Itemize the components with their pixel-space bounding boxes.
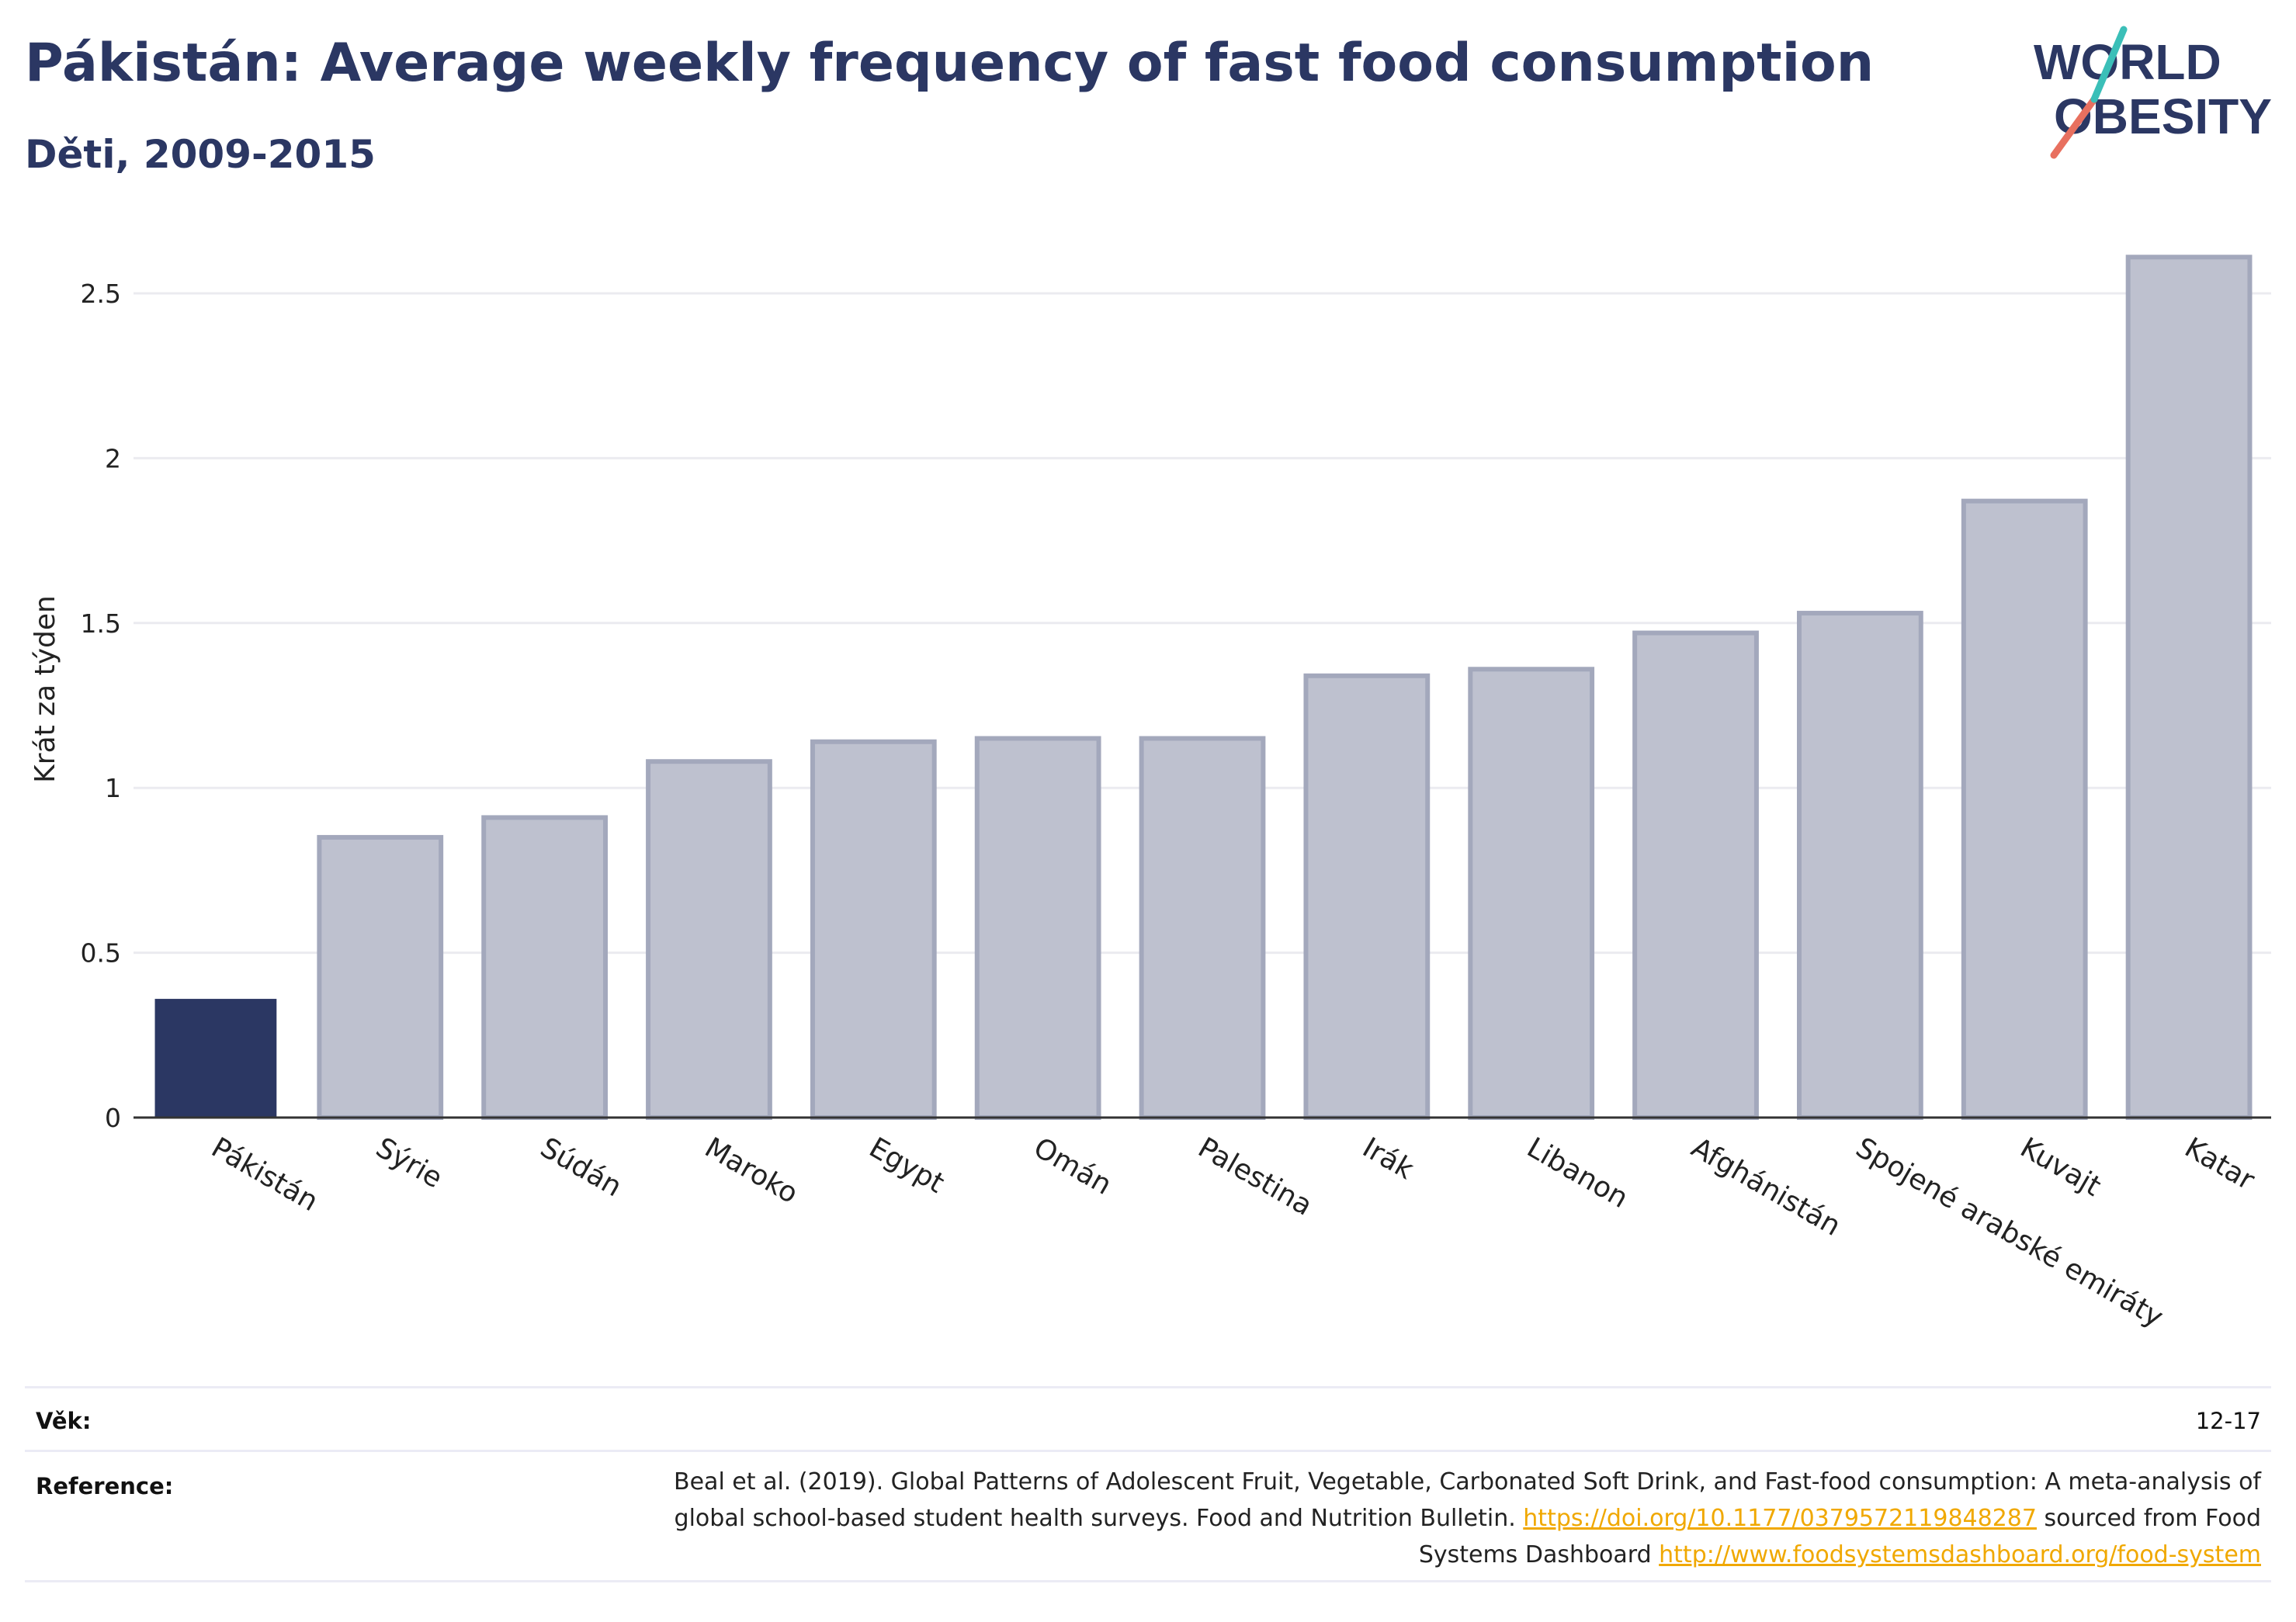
bar-0 (154, 999, 277, 1118)
y-tick-label: 0.5 (81, 938, 121, 969)
bar-6 (1139, 736, 1266, 1120)
reference-sourced-from: sourced from Food Systems Dashboard (1418, 1505, 2261, 1568)
x-tick-label: Maroko (699, 1132, 803, 1210)
bar-12 (2125, 255, 2253, 1121)
x-tick-label: Spojené arabské emiráty (1850, 1132, 2169, 1333)
y-tick-label: 1 (105, 773, 121, 803)
reference-label: Reference: (36, 1473, 174, 1499)
x-tick-label: Sýrie (370, 1132, 447, 1194)
bar-5 (974, 736, 1101, 1120)
world-obesity-logo: WORLD OBESITY (2034, 26, 2272, 159)
y-tick-label: 2.5 (81, 279, 121, 309)
x-tick-label: Kuvajt (2015, 1132, 2107, 1203)
reference-doi-link[interactable]: https://doi.org/10.1177/0379572119848287 (1523, 1505, 2037, 1532)
age-value: 12-17 (2195, 1408, 2261, 1434)
bar-7 (1303, 673, 1431, 1120)
divider-bottom (25, 1580, 2271, 1582)
reference-text: Beal et al. (2019). Global Patterns of A… (631, 1464, 2261, 1573)
logo-line-2: OBESITY (2054, 88, 2272, 144)
y-axis-label: Krát za týden (29, 595, 61, 783)
logo-slash-teal (2090, 26, 2128, 103)
x-tick-label: Omán (1028, 1132, 1117, 1201)
reference-citation: Beal et al. (2019). Global Patterns of A… (674, 1468, 2261, 1532)
bar-10 (1797, 611, 1923, 1120)
logo-slash-red (2050, 95, 2098, 159)
chart-subtitle: Děti, 2009-2015 (25, 132, 376, 177)
divider-top (25, 1386, 2271, 1388)
y-tick-label: 0 (105, 1103, 121, 1133)
divider-middle (25, 1450, 2271, 1452)
x-tick-label: Egypt (864, 1132, 949, 1199)
y-tick-label: 2 (105, 443, 121, 473)
age-label: Věk: (36, 1408, 92, 1434)
reference-dashboard-link[interactable]: http://www.foodsystemsdashboard.org/food… (1659, 1541, 2261, 1568)
bars (154, 255, 2253, 1121)
x-tick-label: Katar (2180, 1132, 2260, 1197)
bar-9 (1632, 630, 1759, 1120)
x-tick-label: Palestina (1193, 1132, 1318, 1222)
logo-line-1: WORLD (2034, 34, 2221, 90)
x-tick-label: Irák (1357, 1132, 1419, 1186)
x-tick-label: Libanon (1521, 1132, 1633, 1215)
x-tick-label: Afghánistán (1686, 1132, 1846, 1242)
x-tick-label: Súdán (535, 1132, 627, 1203)
bar-1 (317, 834, 444, 1121)
bar-chart: 0 0.5 1 1.5 2 2.5 Pákistán Sýrie Súdán Maroko Egyp… (29, 255, 2271, 1334)
x-tick-label: Pákistán (206, 1132, 323, 1218)
y-tick-label: 1.5 (81, 608, 121, 639)
chart-title: Pákistán: Average weekly frequency of fa… (25, 33, 1875, 94)
bar-2 (481, 815, 608, 1120)
bar-8 (1468, 667, 1595, 1120)
bar-11 (1961, 498, 2088, 1120)
bar-3 (646, 759, 772, 1120)
bar-4 (810, 739, 937, 1121)
